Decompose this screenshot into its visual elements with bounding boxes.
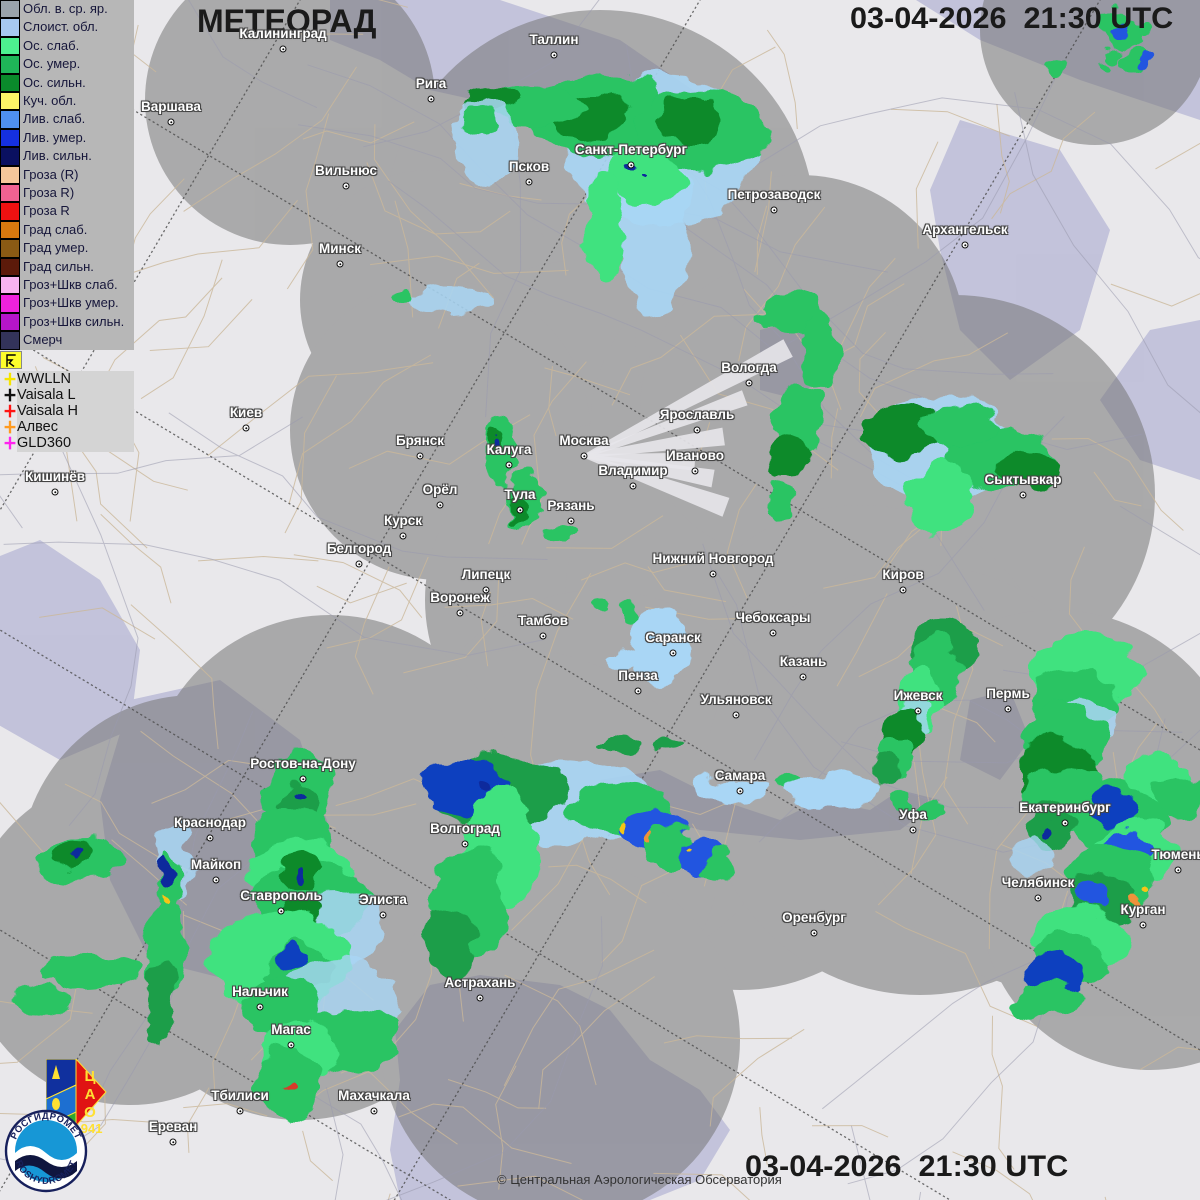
svg-text:А: А [85,1086,96,1103]
svg-text:Ц: Ц [85,1068,96,1085]
